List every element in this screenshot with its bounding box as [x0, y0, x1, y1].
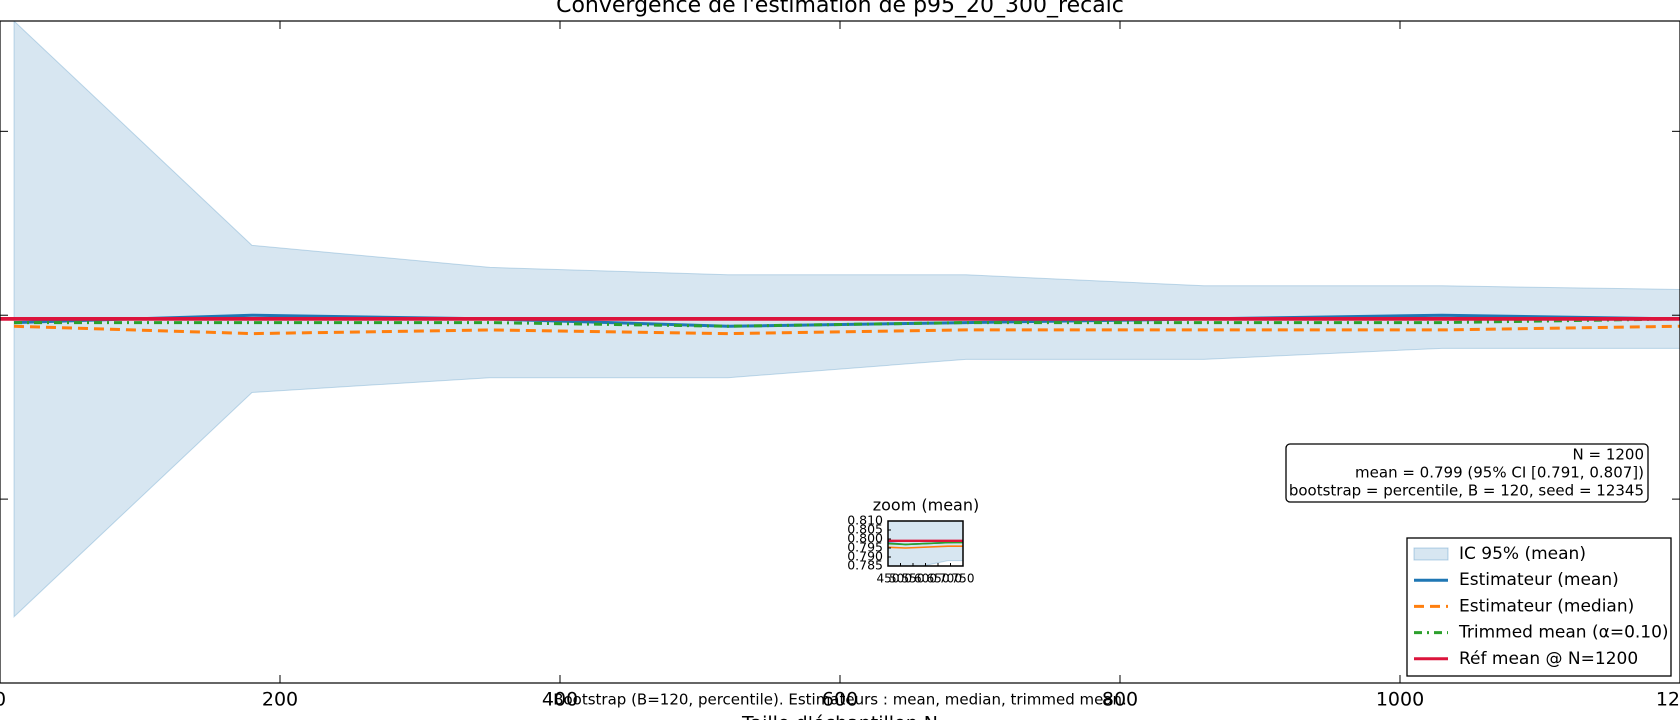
- legend-label: IC 95% (mean): [1459, 544, 1586, 564]
- footnote: Bootstrap (B=120, percentile). Estimateu…: [553, 691, 1127, 709]
- inset-x-tick-label: 700: [939, 572, 962, 586]
- x-tick-label: 1200: [1656, 689, 1680, 711]
- inset-y-tick-label: 0.810: [847, 513, 883, 528]
- legend-swatch: [1413, 547, 1449, 561]
- inset-y-tick-label: 0.790: [847, 549, 883, 564]
- inset-x-tick-label: 650: [927, 572, 950, 586]
- inset-x-tick-label: 550: [902, 572, 925, 586]
- stats-box: [1285, 443, 1649, 503]
- x-axis-label: Taille d'échantillon N: [741, 713, 938, 720]
- inset-x-tick-label: 450: [877, 572, 900, 586]
- legend-label: Réf mean @ N=1200: [1459, 649, 1638, 669]
- series-line: [14, 317, 1680, 328]
- inset-y-tick-label: 0.800: [847, 531, 883, 546]
- plot-area: [888, 521, 963, 566]
- chart-title: Convergence de l'estimation de p95_20_30…: [556, 0, 1124, 18]
- x-tick-label: 600: [822, 689, 858, 711]
- inset-title: zoom (mean): [873, 496, 980, 515]
- inset-x-tick-label: 750: [952, 572, 975, 586]
- legend-label: Trimmed mean (α=0.10): [1458, 623, 1669, 643]
- series-line: [888, 545, 963, 549]
- legend-box: [1406, 537, 1672, 677]
- inset-y-tick-label: 0.785: [847, 558, 883, 573]
- series-line: [13, 324, 1680, 336]
- legend-label: Estimateur (median): [1459, 596, 1634, 616]
- x-tick-label: 1000: [1376, 689, 1424, 711]
- series-line: [888, 541, 963, 546]
- stats-line: N = 1200: [1573, 446, 1645, 464]
- inset-y-tick-label: 0.805: [847, 522, 883, 537]
- stats-line: bootstrap = percentile, B = 120, seed = …: [1289, 482, 1644, 500]
- x-tick-label: 800: [1102, 689, 1138, 711]
- stats-line: mean = 0.799 (95% CI [0.791, 0.807]): [1355, 464, 1644, 482]
- inset-y-tick-label: 0.795: [847, 540, 883, 555]
- x-tick-label: 0: [0, 689, 6, 711]
- plot-area: [0, 21, 1680, 618]
- legend-label: Estimateur (mean): [1459, 570, 1619, 590]
- inset-x-tick-label: 600: [914, 572, 937, 586]
- x-tick-label: 400: [542, 689, 578, 711]
- inset-x-tick-label: 500: [889, 572, 912, 586]
- x-tick-label: 200: [262, 689, 298, 711]
